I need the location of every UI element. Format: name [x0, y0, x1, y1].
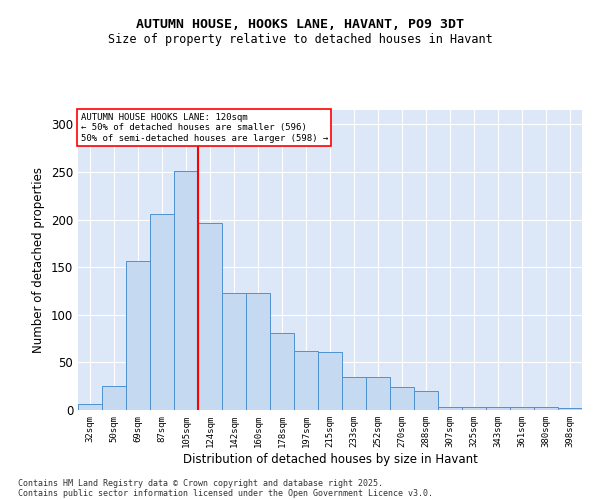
Bar: [342, 376, 366, 410]
Y-axis label: Number of detached properties: Number of detached properties: [32, 167, 46, 353]
Bar: [126, 262, 150, 410]
Bar: [294, 351, 318, 410]
Bar: [222, 293, 246, 410]
Bar: [510, 407, 534, 410]
Bar: [198, 224, 222, 410]
Text: AUTUMN HOUSE HOOKS LANE: 120sqm
← 50% of detached houses are smaller (596)
50% o: AUTUMN HOUSE HOOKS LANE: 120sqm ← 50% of…: [80, 113, 328, 143]
Bar: [150, 214, 174, 410]
Bar: [174, 171, 198, 410]
Bar: [414, 391, 438, 410]
Bar: [102, 386, 126, 410]
Text: Contains public sector information licensed under the Open Government Licence v3: Contains public sector information licen…: [18, 488, 433, 498]
Bar: [486, 407, 510, 410]
Bar: [390, 387, 414, 410]
Bar: [534, 407, 558, 410]
Text: AUTUMN HOUSE, HOOKS LANE, HAVANT, PO9 3DT: AUTUMN HOUSE, HOOKS LANE, HAVANT, PO9 3D…: [136, 18, 464, 30]
Text: Contains HM Land Registry data © Crown copyright and database right 2025.: Contains HM Land Registry data © Crown c…: [18, 478, 383, 488]
Bar: [318, 352, 342, 410]
Bar: [270, 333, 294, 410]
Bar: [438, 407, 462, 410]
Bar: [246, 293, 270, 410]
Bar: [366, 376, 390, 410]
X-axis label: Distribution of detached houses by size in Havant: Distribution of detached houses by size …: [182, 452, 478, 466]
Text: Size of property relative to detached houses in Havant: Size of property relative to detached ho…: [107, 32, 493, 46]
Bar: [558, 408, 582, 410]
Bar: [462, 407, 486, 410]
Bar: [78, 404, 102, 410]
